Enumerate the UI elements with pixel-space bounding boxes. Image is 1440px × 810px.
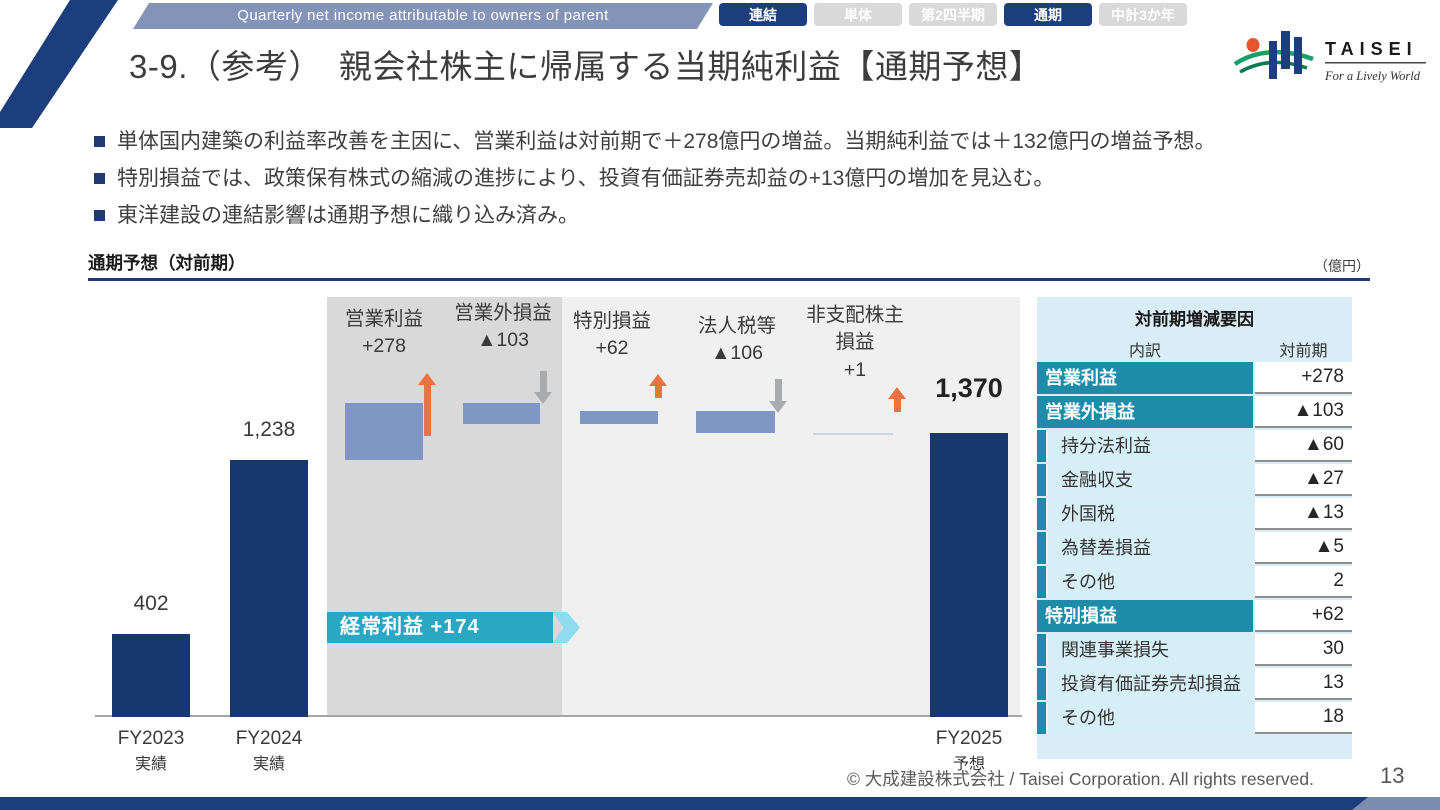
chart-baseline-axis [95, 715, 1022, 717]
page-number: 13 [1380, 763, 1405, 788]
bullet-square-icon [94, 136, 105, 147]
factor-value: +62 [1255, 600, 1352, 632]
factor-row: 持分法利益 ▲60 [1037, 430, 1352, 462]
factor-value: 30 [1255, 634, 1352, 666]
factor-row: 営業利益 +278 [1037, 362, 1352, 394]
page-title: 3-9.（参考） 親会社株主に帰属する当期純利益【通期予想】 [129, 48, 1043, 85]
text-line: 実績 [134, 755, 167, 773]
factor-row: 為替差損益 ▲5 [1037, 532, 1352, 564]
ordinary-profit-banner: 経常利益 +174 [327, 612, 553, 643]
filter-fullyear-button[interactable]: 通期 [1004, 3, 1092, 26]
factor-label: 関連事業損失 [1037, 634, 1253, 666]
bullet-item: 単体国内建築の利益率改善を主因に、営業利益は対前期で＋278億円の増益。当期純利… [94, 123, 1215, 160]
bullet-item: 東洋建設の連結影響は通期予想に織り込み済み。 [94, 197, 1215, 234]
section-divider [88, 278, 1370, 281]
factor-value: 13 [1255, 668, 1352, 700]
bar-value-label: 1,238 [242, 418, 296, 442]
filter-consolidated-button[interactable]: 連結 [719, 3, 807, 26]
factor-value: 2 [1255, 566, 1352, 598]
total-bar-FY2023 [112, 633, 190, 717]
logo-sun-icon [1246, 38, 1260, 52]
bullet-square-icon [94, 173, 105, 184]
chart-unit-label: （億円） [1314, 258, 1370, 274]
text-line: FY2023 [117, 728, 185, 749]
factor-label: 営業外損益 [1037, 396, 1253, 428]
factor-value: ▲103 [1255, 396, 1352, 428]
x-axis-label: FY2023 実績 [86, 727, 216, 775]
factor-label: 外国税 [1037, 498, 1253, 530]
factor-label: 為替差損益 [1037, 532, 1253, 564]
factor-row: 営業外損益 ▲103 [1037, 396, 1352, 428]
factor-row: 特別損益 +62 [1037, 600, 1352, 632]
factor-value: ▲13 [1255, 498, 1352, 530]
taisei-logo: TAISEI For a Lively World [1233, 28, 1433, 92]
factor-label: 投資有価証券売却損益 [1037, 668, 1253, 700]
text-line: FY2025 [935, 728, 1003, 749]
factor-label: 特別損益 [1037, 600, 1253, 632]
logo-brand-text: TAISEI [1325, 39, 1418, 59]
total-bar-FY2024 [230, 460, 308, 717]
factor-table-title: 対前期増減要因 [1135, 310, 1254, 329]
key-points-list: 単体国内建築の利益率改善を主因に、営業利益は対前期で＋278億円の増益。当期純利… [94, 123, 1215, 234]
factor-label: 持分法利益 [1037, 430, 1253, 462]
bottom-bar [0, 797, 1440, 810]
logo-bars-icon [1269, 41, 1277, 79]
filter-q2-button[interactable]: 第2四半期 [909, 3, 997, 26]
english-subtitle-ribbon: Quarterly net income attributable to own… [133, 3, 713, 29]
factor-row: 外国税 ▲13 [1037, 498, 1352, 530]
filter-midterm-button[interactable]: 中計3か年 [1099, 3, 1187, 26]
factor-table-header: 内訳 対前期 [1037, 332, 1352, 363]
column-header-yoy: 対前期 [1279, 343, 1328, 360]
waterfall-panel-special [562, 297, 1020, 717]
factor-value: +278 [1255, 362, 1352, 394]
factor-row: その他 2 [1037, 566, 1352, 598]
copyright-text: © 大成建設株式会社 / Taisei Corporation. All rig… [846, 769, 1314, 789]
x-axis-label: FY2024 実績 [204, 727, 334, 775]
factor-label: その他 [1037, 702, 1253, 734]
factor-table-panel: 対前期増減要因 内訳 対前期 営業利益 +278 営業外損益 ▲103 持分法利益 ▲60… [1037, 297, 1352, 759]
factor-label: 金融収支 [1037, 464, 1253, 496]
factor-row: 投資有価証券売却損益 13 [1037, 668, 1352, 700]
view-filter-buttons: 連結 単体 第2四半期 通期 中計3か年 [719, 3, 1187, 26]
column-header-breakdown: 内訳 [1128, 343, 1161, 360]
bullet-item: 特別損益では、政策保有株式の縮減の進捗により、投資有価証券売却益の+13億円の増… [94, 160, 1215, 197]
factor-row: その他 18 [1037, 702, 1352, 734]
factor-value: ▲27 [1255, 464, 1352, 496]
factor-label: 営業利益 [1037, 362, 1253, 394]
factor-row: 金融収支 ▲27 [1037, 464, 1352, 496]
filter-nonconsolidated-button[interactable]: 単体 [814, 3, 902, 26]
factor-value: ▲5 [1255, 532, 1352, 564]
bullet-square-icon [94, 210, 105, 221]
factor-value: ▲60 [1255, 430, 1352, 462]
text-line: 実績 [252, 755, 285, 773]
bottom-bar-accent [1352, 797, 1440, 810]
factor-table-rows: 営業利益 +278 営業外損益 ▲103 持分法利益 ▲60 金融収支 ▲27 外国税 ▲13 為替… [1037, 362, 1352, 736]
waterfall-panel-recurring [327, 297, 562, 717]
factor-value: 18 [1255, 702, 1352, 734]
bar-value-label: 402 [133, 591, 169, 615]
chart-section-title: 通期予想（対前期） [88, 253, 246, 273]
text-line: FY2024 [235, 728, 303, 749]
logo-tagline-text: For a Lively World [1324, 69, 1421, 83]
factor-row: 関連事業損失 30 [1037, 634, 1352, 666]
factor-label: その他 [1037, 566, 1253, 598]
